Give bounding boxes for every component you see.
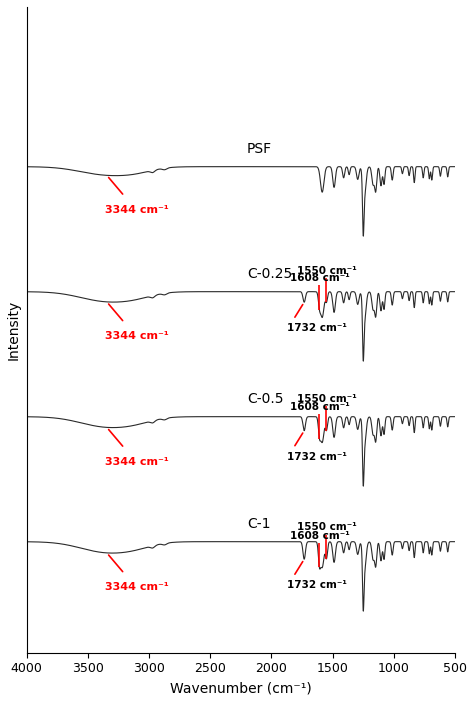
Text: 1550 cm⁻¹: 1550 cm⁻¹ [297, 266, 356, 276]
Text: 1732 cm⁻¹: 1732 cm⁻¹ [287, 323, 347, 333]
Text: PSF: PSF [247, 143, 272, 157]
Text: C-0.25: C-0.25 [247, 267, 292, 282]
Text: 1550 cm⁻¹: 1550 cm⁻¹ [297, 395, 356, 404]
Text: 3344 cm⁻¹: 3344 cm⁻¹ [105, 331, 169, 341]
X-axis label: Wavenumber (cm⁻¹): Wavenumber (cm⁻¹) [170, 681, 311, 695]
Text: 1732 cm⁻¹: 1732 cm⁻¹ [287, 580, 347, 590]
Text: 1608 cm⁻¹: 1608 cm⁻¹ [290, 273, 349, 284]
Text: 3344 cm⁻¹: 3344 cm⁻¹ [105, 204, 169, 215]
Text: 1608 cm⁻¹: 1608 cm⁻¹ [290, 402, 349, 412]
Text: C-0.5: C-0.5 [247, 392, 283, 406]
Text: 1550 cm⁻¹: 1550 cm⁻¹ [297, 522, 356, 532]
Text: 1608 cm⁻¹: 1608 cm⁻¹ [290, 531, 349, 541]
Text: C-1: C-1 [247, 517, 270, 531]
Text: 1732 cm⁻¹: 1732 cm⁻¹ [287, 451, 347, 461]
Y-axis label: Intensity: Intensity [7, 300, 21, 360]
Text: 3344 cm⁻¹: 3344 cm⁻¹ [105, 456, 169, 467]
Text: 3344 cm⁻¹: 3344 cm⁻¹ [105, 582, 169, 592]
